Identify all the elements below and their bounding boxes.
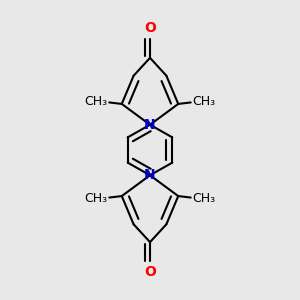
Text: O: O (144, 21, 156, 35)
Text: CH₃: CH₃ (192, 95, 215, 108)
Text: CH₃: CH₃ (85, 192, 108, 205)
Text: N: N (144, 118, 156, 132)
Text: CH₃: CH₃ (85, 95, 108, 108)
Text: CH₃: CH₃ (192, 192, 215, 205)
Text: N: N (144, 168, 156, 182)
Text: O: O (144, 265, 156, 279)
